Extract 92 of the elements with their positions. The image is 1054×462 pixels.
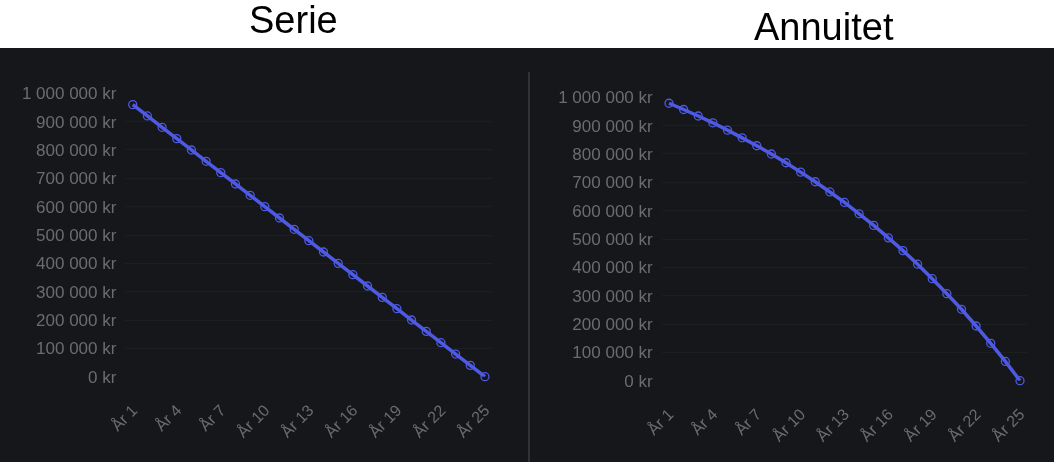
point xyxy=(128,99,138,110)
point xyxy=(722,125,733,135)
point xyxy=(392,304,402,314)
point xyxy=(377,292,387,302)
x-tick-label: År 10 xyxy=(768,404,809,445)
y-tick-label: 1 000 000 kr xyxy=(558,88,654,108)
point xyxy=(260,202,270,212)
x-tick-label: År 16 xyxy=(856,404,897,445)
x-tick-label: År 16 xyxy=(320,400,361,441)
point xyxy=(795,167,806,177)
x-tick-label: År 4 xyxy=(687,404,721,439)
x-tick-label: År 22 xyxy=(944,404,984,445)
point xyxy=(230,179,241,189)
x-tick-label: År 19 xyxy=(900,404,941,445)
point xyxy=(157,122,167,132)
y-tick-label: 600 000 kr xyxy=(36,197,117,217)
point xyxy=(216,168,226,178)
point xyxy=(956,304,967,314)
y-tick-label: 500 000 kr xyxy=(572,229,654,249)
y-tick-label: 0 kr xyxy=(88,367,117,387)
y-tick-label: 800 000 kr xyxy=(36,140,117,160)
point xyxy=(348,270,358,280)
point xyxy=(142,111,153,121)
y-tick-label: 1 000 000 kr xyxy=(21,84,117,104)
point xyxy=(450,349,461,359)
point xyxy=(737,133,747,143)
point xyxy=(839,197,850,208)
point xyxy=(869,220,879,231)
point xyxy=(898,245,908,256)
y-tick-label: 300 000 kr xyxy=(36,282,117,302)
y-tick-label: 100 000 kr xyxy=(572,343,654,363)
point xyxy=(752,141,762,151)
y-tick-label: 100 000 kr xyxy=(36,339,117,359)
x-tick-label: År 10 xyxy=(232,400,273,441)
point xyxy=(333,258,343,268)
point xyxy=(766,149,777,159)
x-tick-label: År 25 xyxy=(452,400,493,441)
point xyxy=(883,233,894,243)
point xyxy=(274,213,285,223)
point xyxy=(664,98,674,108)
point xyxy=(465,360,475,371)
y-tick-label: 300 000 kr xyxy=(572,286,654,306)
point xyxy=(304,236,314,246)
x-tick-label: År 7 xyxy=(195,400,229,435)
x-tick-label: År 22 xyxy=(408,400,449,441)
point xyxy=(406,315,417,325)
point xyxy=(825,187,835,197)
y-tick-label: 200 000 kr xyxy=(36,310,117,330)
point xyxy=(1015,376,1025,386)
point xyxy=(480,372,490,382)
point xyxy=(186,145,197,155)
point xyxy=(289,224,299,234)
x-tick-label: År 1 xyxy=(107,400,141,435)
point xyxy=(971,321,981,331)
point xyxy=(172,133,182,144)
y-tick-label: 500 000 kr xyxy=(36,225,117,245)
point xyxy=(693,111,703,121)
point xyxy=(678,104,689,115)
point xyxy=(318,247,329,257)
x-tick-label: År 19 xyxy=(364,400,405,441)
x-tick-label: År 13 xyxy=(276,400,317,441)
point xyxy=(927,274,937,284)
y-tick-label: 700 000 kr xyxy=(572,173,654,193)
y-tick-label: 400 000 kr xyxy=(572,258,654,278)
x-tick-label: År 13 xyxy=(812,404,853,445)
chart-title: Serie xyxy=(249,0,338,41)
point xyxy=(781,158,791,168)
x-tick-label: År 25 xyxy=(987,404,1028,445)
y-tick-label: 900 000 kr xyxy=(572,116,654,136)
y-tick-label: 400 000 kr xyxy=(36,254,117,274)
point xyxy=(201,156,211,166)
y-tick-label: 800 000 kr xyxy=(572,144,654,164)
y-tick-label: 900 000 kr xyxy=(36,112,117,132)
point xyxy=(1000,356,1011,367)
y-tick-label: 0 kr xyxy=(624,371,654,391)
point xyxy=(421,326,431,337)
point xyxy=(912,259,923,269)
chart-title: Annuitet xyxy=(754,6,894,48)
x-tick-label: År 7 xyxy=(731,404,765,439)
point xyxy=(854,209,864,219)
point xyxy=(708,118,718,128)
point xyxy=(986,338,996,348)
y-tick-label: 600 000 kr xyxy=(572,201,654,221)
y-tick-label: 200 000 kr xyxy=(572,314,654,334)
point xyxy=(942,289,952,299)
point xyxy=(436,338,446,348)
point xyxy=(810,177,820,187)
y-tick-label: 700 000 kr xyxy=(36,169,117,189)
x-tick-label: År 4 xyxy=(151,400,185,435)
point xyxy=(245,190,255,200)
point xyxy=(362,281,373,291)
x-tick-label: År 1 xyxy=(643,404,677,439)
